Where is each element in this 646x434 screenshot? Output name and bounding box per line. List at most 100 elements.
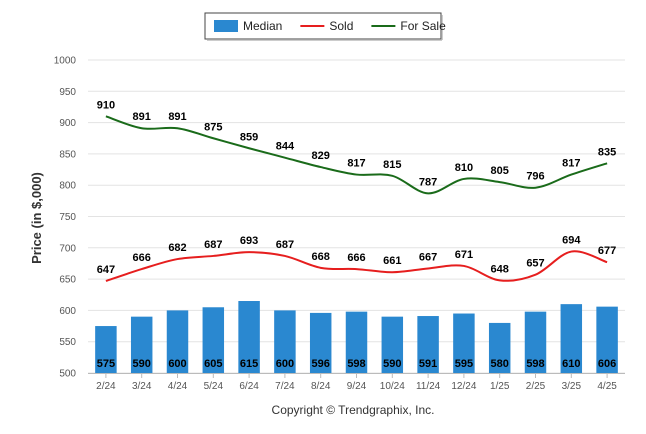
sold-data-label: 682 [168, 242, 186, 254]
median-data-label: 605 [204, 358, 222, 370]
median-bar [596, 306, 618, 373]
for-sale-data-label: 844 [276, 141, 295, 153]
median-data-label: 600 [276, 358, 294, 370]
data-labels: 575 590 600 605 615 600 596 598 590 591 595 580 598 6… [97, 99, 617, 370]
y-tick-label: 950 [59, 87, 76, 98]
for-sale-data-label: 875 [204, 121, 222, 133]
x-tick-label: 11/24 [416, 381, 441, 392]
median-data-label: 590 [383, 358, 401, 370]
legend: Median Sold For Sale [204, 12, 446, 41]
for-sale-data-label: 787 [419, 176, 437, 188]
sold-data-label: 668 [312, 251, 330, 263]
median-bars [95, 301, 618, 373]
x-tick-label: 2/24 [96, 381, 116, 392]
median-bar [417, 316, 439, 373]
for-sale-data-label: 810 [455, 162, 473, 174]
sold-data-label: 657 [526, 258, 544, 270]
median-bar [95, 326, 117, 373]
sold-data-label: 647 [97, 264, 115, 276]
y-tick-label: 600 [59, 306, 76, 317]
trend-lines [105, 115, 608, 282]
median-data-label: 596 [312, 358, 330, 370]
x-tick-label: 8/24 [311, 381, 331, 392]
for-sale-data-label: 817 [562, 158, 580, 170]
sold-data-label: 694 [562, 235, 581, 247]
x-tick-label: 4/25 [597, 381, 617, 392]
median-data-label: 580 [491, 358, 509, 370]
y-tick-label: 650 [59, 275, 76, 286]
sold-data-label: 693 [240, 235, 258, 247]
sold-data-label: 667 [419, 251, 437, 263]
median-bar [381, 316, 404, 373]
for-sale-data-label: 815 [383, 159, 401, 171]
median-data-label: 590 [133, 358, 151, 370]
for-sale-data-label: 891 [168, 111, 186, 123]
median-bar [488, 322, 511, 373]
y-tick-label: 800 [59, 181, 76, 192]
y-tick-label: 1000 [54, 56, 77, 67]
for-sale-data-label: 796 [526, 171, 544, 183]
sold-data-label: 687 [204, 239, 222, 251]
x-tick-label: 6/24 [239, 381, 259, 392]
x-tick-label: 12/24 [451, 381, 476, 392]
median-bar [166, 310, 189, 373]
median-data-label: 600 [168, 358, 186, 370]
y-tick-label: 900 [59, 118, 76, 129]
for-sale-data-label: 805 [491, 165, 509, 177]
median-bar [238, 301, 260, 373]
sold-data-label: 661 [383, 255, 401, 267]
x-tick-label: 3/25 [562, 381, 582, 392]
sold-line [105, 250, 608, 282]
median-data-label: 598 [526, 358, 544, 370]
sold-legend-label: Sold [329, 19, 353, 33]
median-data-label: 615 [240, 358, 258, 370]
for-sale-data-label: 891 [133, 111, 151, 123]
y-tick-label: 550 [59, 337, 76, 348]
for-sale-data-label: 835 [598, 146, 616, 158]
x-tick-label: 9/24 [347, 381, 367, 392]
x-tick-label: 4/24 [168, 381, 188, 392]
sold-data-label: 666 [133, 252, 151, 264]
median-legend-label: Median [243, 19, 282, 33]
median-data-label: 595 [455, 358, 473, 370]
median-bar [309, 312, 332, 373]
for-sale-legend-label: For Sale [400, 19, 446, 33]
sold-data-label: 687 [276, 239, 294, 251]
median-data-label: 591 [419, 358, 437, 370]
x-tick-label: 1/25 [490, 381, 510, 392]
median-bar [202, 307, 225, 373]
median-data-label: 598 [347, 358, 365, 370]
sold-data-label: 677 [598, 245, 616, 257]
median-bar [524, 311, 547, 373]
median-bar [130, 316, 153, 373]
for-sale-data-label: 829 [312, 150, 330, 162]
copyright-text: Copyright © Trendgraphix, Inc. [272, 403, 435, 417]
axes: 500 550 600 650 700 750 800 850 900 950 1000 2/24 3/… [54, 56, 625, 392]
median-bar [274, 310, 296, 373]
median-data-label: 606 [598, 358, 616, 370]
x-tick-label: 10/24 [380, 381, 405, 392]
for-sale-data-label: 910 [97, 99, 115, 111]
x-tick-label: 7/24 [275, 381, 295, 392]
x-tick-label: 2/25 [526, 381, 546, 392]
median-bar [560, 304, 583, 373]
sold-data-label: 666 [347, 252, 365, 264]
median-data-label: 575 [97, 358, 115, 370]
y-tick-label: 850 [59, 149, 76, 160]
median-bar [345, 311, 368, 373]
y-tick-label: 750 [59, 212, 76, 223]
median-data-label: 610 [562, 358, 580, 370]
for-sale-data-label: 817 [347, 158, 365, 170]
y-tick-label: 700 [59, 243, 76, 254]
for-sale-line [105, 115, 608, 195]
for-sale-data-label: 859 [240, 131, 258, 143]
median-bar [453, 313, 475, 373]
y-tick-label: 500 [59, 369, 76, 380]
sold-data-label: 648 [491, 263, 509, 275]
median-legend-swatch [214, 20, 238, 32]
x-tick-label: 5/24 [204, 381, 224, 392]
x-tick-label: 3/24 [132, 381, 152, 392]
y-axis-label: Price (in $,000) [29, 172, 44, 264]
sold-data-label: 671 [455, 249, 473, 261]
